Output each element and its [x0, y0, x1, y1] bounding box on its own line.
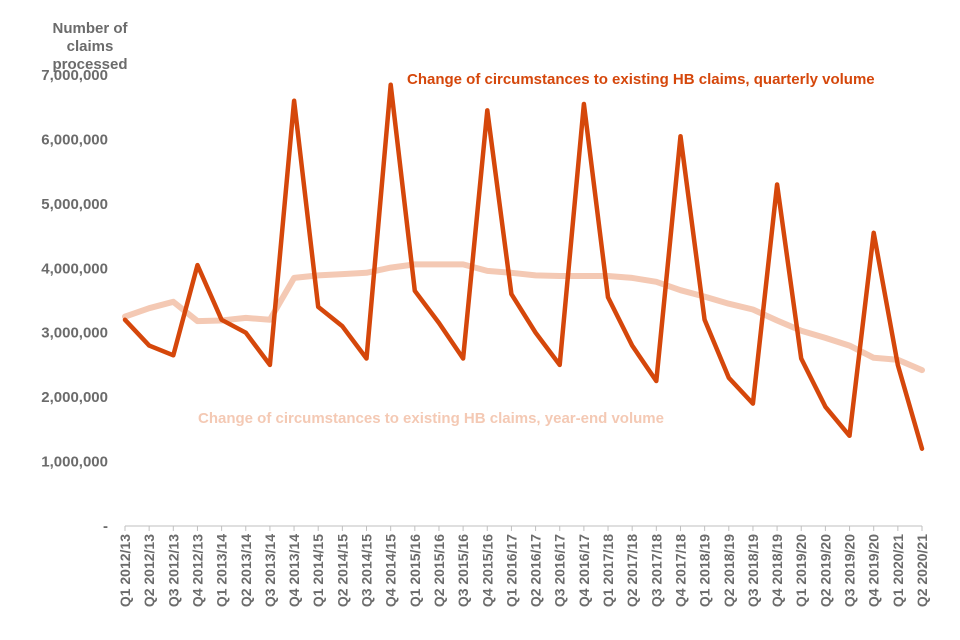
y-tick-label: 5,000,000: [41, 196, 108, 213]
y-axis-title: Number of claims processed: [52, 20, 128, 73]
y-tick-label: -: [103, 518, 108, 535]
y-axis-ticks: - 1,000,000 2,000,000 3,000,000 4,000,000 5,0…: [41, 67, 108, 535]
y-tick-label: 7,000,000: [41, 67, 108, 84]
x-tick-label: Q2 2019/20: [817, 534, 833, 607]
x-tick-label: Q2 2016/17: [528, 534, 544, 607]
x-tick-label: Q3 2013/14: [262, 534, 278, 607]
x-tick-label: Q1 2016/17: [503, 534, 519, 607]
x-tick-label: Q2 2015/16: [431, 534, 447, 607]
y-tick-label: 4,000,000: [41, 260, 108, 277]
x-tick-label: Q4 2014/15: [383, 534, 399, 607]
x-tick-label: Q2 2012/13: [141, 534, 157, 607]
annotation-quarterly: Change of circumstances to existing HB c…: [407, 71, 875, 88]
x-tick-label: Q2 2018/19: [721, 534, 737, 607]
x-tick-label: Q2 2020/21: [914, 534, 930, 607]
series-lines: [122, 82, 925, 451]
x-tick-label: Q4 2013/14: [286, 534, 302, 607]
x-tick-label: Q1 2013/14: [214, 534, 230, 607]
x-tick-label: Q2 2017/18: [624, 534, 640, 607]
x-tick-label: Q4 2018/19: [769, 534, 785, 607]
y-tick-label: 3,000,000: [41, 325, 108, 342]
x-tick-label: Q3 2018/19: [745, 534, 761, 607]
y-tick-label: 2,000,000: [41, 389, 108, 406]
x-tick-label: Q1 2020/21: [890, 534, 906, 607]
annotation-year-end: Change of circumstances to existing HB c…: [198, 410, 664, 427]
x-tick-label: Q3 2015/16: [455, 534, 471, 607]
series-line-quarterly: [122, 82, 925, 451]
x-tick-label: Q1 2014/15: [310, 534, 326, 607]
x-tick-label: Q4 2019/20: [866, 534, 882, 607]
x-tick-label: Q3 2019/20: [842, 534, 858, 607]
x-tick-label: Q4 2017/18: [672, 534, 688, 607]
x-tick-label: Q1 2017/18: [600, 534, 616, 607]
x-axis: Q1 2012/13 Q2 2012/13 Q3 2012/13 Q4 2012/13…: [117, 525, 930, 607]
x-tick-label: Q2 2013/14: [238, 534, 254, 607]
x-tick-label: Q1 2012/13: [117, 534, 133, 607]
x-tick-label: Q3 2012/13: [165, 534, 181, 607]
x-tick-label: Q3 2017/18: [648, 534, 664, 607]
series-annotations: Change of circumstances to existing HB c…: [198, 71, 875, 427]
x-tick-label: Q4 2012/13: [189, 534, 205, 607]
y-tick-label: 1,000,000: [41, 454, 108, 471]
x-tick-label: Q4 2015/16: [479, 534, 495, 607]
x-tick-label: Q1 2019/20: [793, 534, 809, 607]
x-tick-label: Q3 2014/15: [359, 534, 375, 607]
series-line-year-end: [122, 261, 925, 374]
y-tick-label: 6,000,000: [41, 131, 108, 148]
x-tick-label: Q4 2016/17: [576, 534, 592, 607]
x-tick-label: Q1 2018/19: [697, 534, 713, 607]
x-tick-label: Q2 2014/15: [334, 534, 350, 607]
x-tick-label: Q1 2015/16: [407, 534, 423, 607]
x-tick-label: Q3 2016/17: [552, 534, 568, 607]
